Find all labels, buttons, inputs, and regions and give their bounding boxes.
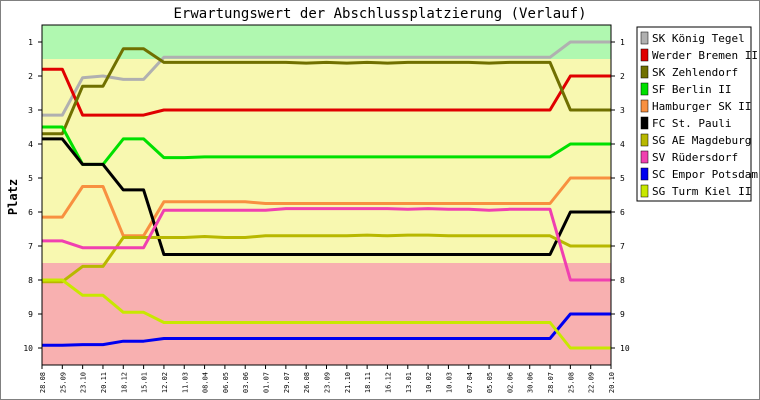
x-tick-label-25: 28.07 — [547, 372, 555, 393]
legend-swatch-9 — [640, 167, 649, 181]
legend-swatch-10 — [640, 184, 649, 198]
legend-label-9: SC Empor Potsdam — [652, 168, 758, 181]
legend-label-6: FC St. Pauli — [652, 117, 731, 130]
legend-swatch-2 — [640, 48, 649, 62]
x-tick-label-0: 28.08 — [39, 372, 47, 393]
x-tick-label-17: 16.12 — [384, 372, 392, 393]
x-tick-label-13: 26.08 — [303, 372, 311, 393]
legend-swatch-6 — [640, 116, 649, 130]
legend-swatch-1 — [640, 31, 649, 45]
zone-3 — [42, 263, 611, 365]
y-tick-label-left-6: 6 — [28, 208, 33, 217]
legend-swatch-7 — [640, 133, 649, 147]
legend-label-1: SK König Tegel — [652, 32, 745, 45]
y-tick-label-right-10: 10 — [620, 344, 630, 353]
x-tick-label-24: 30.06 — [527, 372, 535, 393]
y-tick-label-right-2: 2 — [620, 72, 625, 81]
series-line-10 — [42, 278, 611, 350]
legend-label-10: SG Turm Kiel II — [652, 185, 751, 198]
series-line-8 — [42, 207, 611, 282]
legend-swatch-3 — [640, 65, 649, 79]
x-tick-label-6: 12.02 — [161, 372, 169, 393]
x-tick-label-5: 15.01 — [141, 372, 149, 393]
x-tick-label-7: 11.03 — [181, 372, 189, 393]
legend-label-8: SV Rüdersdorf — [652, 151, 738, 164]
x-tick-label-21: 07.04 — [466, 372, 474, 393]
series-line-9 — [42, 312, 611, 347]
y-tick-label-left-5: 5 — [28, 174, 33, 183]
x-tick-label-22: 05.05 — [486, 372, 494, 393]
y-tick-label-right-6: 6 — [620, 208, 625, 217]
y-tick-label-right-7: 7 — [620, 242, 625, 251]
x-tick-label-4: 18.12 — [120, 372, 128, 393]
legend-label-3: SK Zehlendorf — [652, 66, 738, 79]
x-tick-label-19: 10.02 — [425, 372, 433, 393]
y-tick-label-right-8: 8 — [620, 276, 625, 285]
background-zones — [42, 25, 611, 365]
legend-label-4: SF Berlin II — [652, 83, 731, 96]
legend-swatch-8 — [640, 150, 649, 164]
y-tick-label-right-5: 5 — [620, 174, 625, 183]
x-tick-label-14: 23.09 — [324, 372, 332, 393]
x-tick-label-26: 25.08 — [567, 372, 575, 393]
series-line-5 — [42, 176, 611, 238]
y-tick-label-left-10: 10 — [23, 344, 33, 353]
x-tick-label-2: 23.10 — [80, 372, 88, 393]
zone-1 — [42, 25, 611, 59]
x-tick-label-11: 01.07 — [263, 372, 271, 393]
series-line-7 — [42, 233, 611, 284]
y-tick-label-right-3: 3 — [620, 106, 625, 115]
y-tick-label-left-2: 2 — [28, 72, 33, 81]
legend-label-7: SG AE Magdeburg — [652, 134, 751, 147]
legend-label-5: Hamburger SK II — [652, 100, 751, 113]
y-tick-label-left-3: 3 — [28, 106, 33, 115]
series-line-6 — [42, 137, 611, 256]
legend-box — [636, 26, 752, 202]
legend-swatch-5 — [640, 99, 649, 113]
series-lines — [42, 40, 611, 350]
x-tick-label-20: 10.03 — [445, 372, 453, 393]
x-tick-label-3: 20.11 — [100, 372, 108, 393]
chart-title: Erwartungswert der Abschlussplatzierung … — [173, 6, 586, 22]
x-tick-label-8: 08.04 — [202, 372, 210, 393]
y-tick-label-left-1: 1 — [28, 38, 33, 47]
x-tick-label-28: 20.10 — [608, 372, 616, 393]
legend-swatch-4 — [640, 82, 649, 96]
x-tick-label-23: 02.06 — [506, 372, 514, 393]
y-tick-label-left-8: 8 — [28, 276, 33, 285]
x-tick-label-27: 22.09 — [588, 372, 596, 393]
x-tick-label-1: 25.09 — [59, 372, 67, 393]
series-line-4 — [42, 125, 611, 166]
legend-label-2: Werder Bremen II — [652, 49, 758, 62]
x-tick-label-18: 13.01 — [405, 372, 413, 393]
x-tick-label-15: 21.10 — [344, 372, 352, 393]
series-line-2 — [42, 67, 611, 117]
y-tick-label-right-4: 4 — [620, 140, 625, 149]
y-tick-label-right-1: 1 — [620, 38, 625, 47]
x-tick-label-9: 06.05 — [222, 372, 230, 393]
y-axis-label: Platz — [6, 179, 20, 215]
y-tick-label-left-4: 4 — [28, 140, 33, 149]
series-line-3 — [42, 47, 611, 136]
zone-2 — [42, 59, 611, 263]
y-tick-label-left-9: 9 — [28, 310, 33, 319]
axis-ticks: 1 1 2 2 3 3 4 4 5 5 6 6 7 7 8 8 9 9 10 10 28.08 25.09 23.10 20.… — [23, 38, 629, 393]
y-tick-label-left-7: 7 — [28, 242, 33, 251]
x-tick-label-12: 29.07 — [283, 372, 291, 393]
series-line-1 — [42, 40, 611, 117]
x-tick-label-10: 03.06 — [242, 372, 250, 393]
legend: SK König Tegel Werder Bremen II SK Zehlend… — [636, 26, 758, 202]
x-tick-label-16: 18.11 — [364, 372, 372, 393]
y-tick-label-right-9: 9 — [620, 310, 625, 319]
